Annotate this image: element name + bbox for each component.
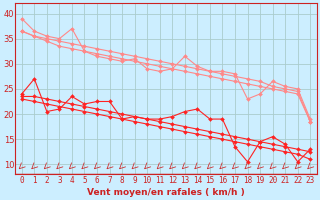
X-axis label: Vent moyen/en rafales ( km/h ): Vent moyen/en rafales ( km/h ) [87,188,245,197]
